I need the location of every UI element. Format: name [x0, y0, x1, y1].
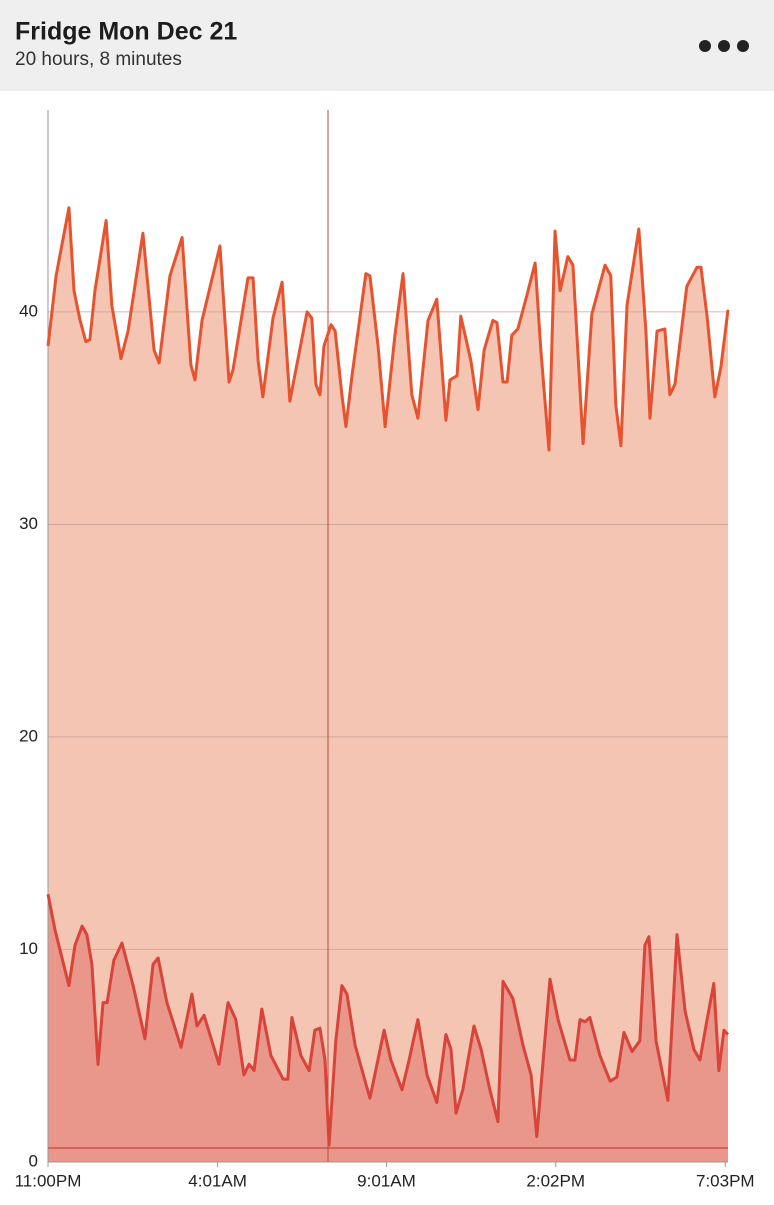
more-dot[interactable]	[737, 40, 749, 52]
x-tick-label: 11:00PM	[15, 1171, 82, 1190]
chart-subtitle: 20 hours, 8 minutes	[15, 49, 182, 70]
x-tick-label: 2:02PM	[526, 1171, 585, 1190]
x-tick-label: 9:01AM	[357, 1171, 416, 1190]
more-dot[interactable]	[718, 40, 730, 52]
area-fill	[48, 207, 728, 1162]
y-tick-label: 40	[19, 301, 38, 320]
x-tick-label: 7:03PM	[696, 1171, 755, 1190]
y-tick-label: 20	[19, 726, 38, 745]
chart-title: Fridge Mon Dec 21	[15, 18, 237, 46]
series-line	[46, 893, 730, 1147]
y-tick-label: 10	[19, 939, 38, 958]
area-fill	[48, 894, 728, 1162]
x-tick-label: 4:01AM	[188, 1171, 247, 1190]
series-line	[46, 206, 730, 452]
overlay: 0 10 20 30 40 11:00PM 4:01AM 9:01AM 2:02PM 7:03PM	[15, 110, 755, 1190]
y-tick-label: 30	[19, 514, 38, 533]
more-dot[interactable]	[699, 40, 711, 52]
header-bar	[0, 0, 774, 91]
y-tick-label: 0	[29, 1151, 38, 1170]
more-button[interactable]	[699, 40, 749, 52]
